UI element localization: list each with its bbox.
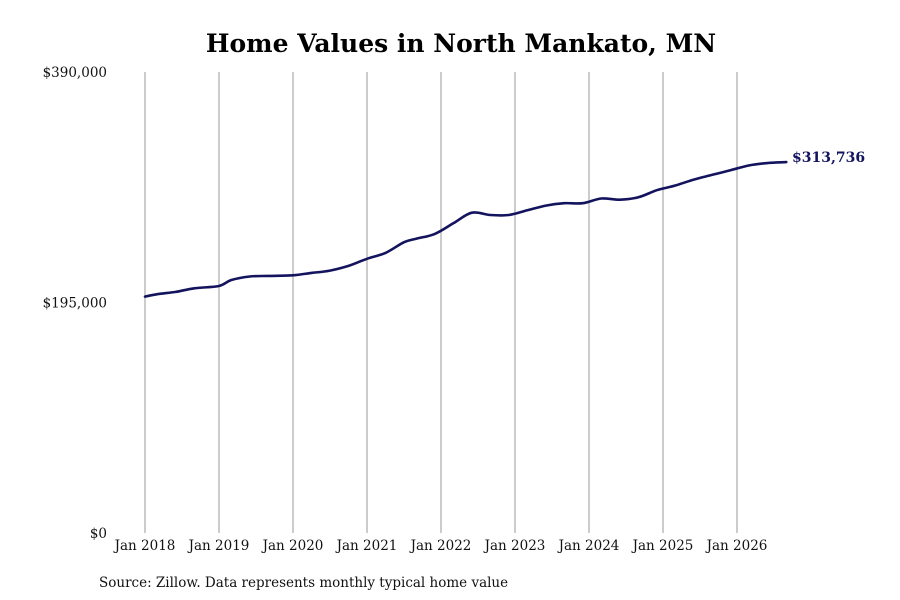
x-tick-label: Jan 2024	[557, 538, 620, 554]
x-tick-label: Jan 2023	[483, 538, 546, 554]
x-tick-label: Jan 2019	[187, 538, 250, 554]
gridlines	[144, 72, 738, 533]
y-tick-label: $390,000	[43, 65, 107, 81]
source-note: Source: Zillow. Data represents monthly …	[99, 575, 508, 591]
end-value-label: $313,736	[792, 150, 865, 166]
y-tick-label: $195,000	[43, 296, 107, 312]
x-tick-label: Jan 2022	[409, 538, 472, 554]
y-tick-label: $0	[90, 526, 107, 542]
series-line	[143, 160, 788, 298]
series-layer	[143, 160, 788, 298]
x-tick-label: Jan 2018	[113, 538, 176, 554]
x-tick-label: Jan 2025	[631, 538, 694, 554]
x-axis-ticks: Jan 2018 Jan 2019 Jan 2020 Jan 2021 Jan 2022…	[113, 538, 768, 554]
x-tick-label: Jan 2026	[705, 538, 768, 554]
x-tick-label: Jan 2020	[261, 538, 324, 554]
x-tick-label: Jan 2021	[335, 538, 398, 554]
y-axis-ticks: $0 $195,000 $390,000	[43, 65, 107, 542]
chart-title: Home Values in North Mankato, MN	[206, 29, 716, 58]
